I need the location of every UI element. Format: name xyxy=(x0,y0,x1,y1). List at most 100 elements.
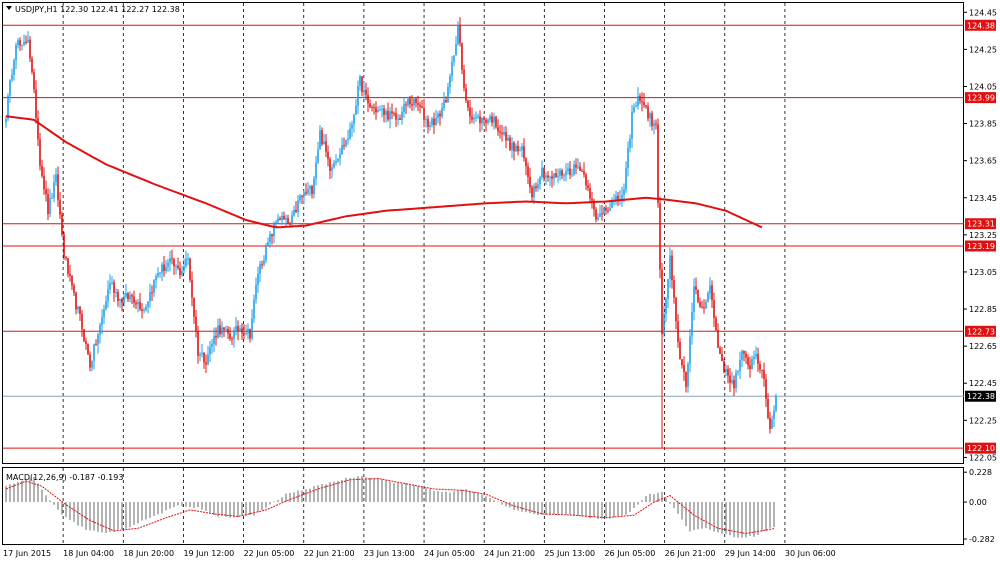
macd-bar xyxy=(133,502,135,526)
candle-body xyxy=(189,258,191,280)
candle-body xyxy=(141,309,143,311)
macd-bar xyxy=(705,502,707,529)
candle-body xyxy=(417,103,419,105)
macd-signal-line xyxy=(5,477,775,535)
macd-bar xyxy=(85,502,87,530)
candle-body xyxy=(339,154,341,159)
candle-body xyxy=(725,368,727,372)
candle-body xyxy=(599,213,601,217)
candle-body xyxy=(577,166,579,168)
candle-body xyxy=(715,317,717,331)
macd-bar xyxy=(329,482,331,503)
macd-bar xyxy=(317,485,319,503)
candle-body xyxy=(773,410,775,420)
candle-body xyxy=(505,131,507,141)
macd-bar xyxy=(169,502,171,509)
macd-bar xyxy=(9,484,11,503)
candle-body xyxy=(275,222,277,224)
dropdown-triangle-icon[interactable] xyxy=(6,6,12,10)
macd-bar xyxy=(293,492,295,503)
candle-body xyxy=(315,162,317,179)
macd-bar xyxy=(97,502,99,532)
candle-body xyxy=(215,336,217,338)
macd-bar xyxy=(365,477,367,503)
candle-body xyxy=(741,350,743,360)
chart-header: USDJPY,H1 122.30 122.41 122.27 122.38 xyxy=(15,5,180,14)
macd-bar xyxy=(153,502,155,516)
macd-bar xyxy=(149,502,151,518)
candle-body xyxy=(587,185,589,189)
candle-body xyxy=(397,118,399,120)
candle-body xyxy=(313,178,315,195)
macd-bar xyxy=(33,476,35,503)
candle-body xyxy=(9,79,11,96)
candle-body xyxy=(565,171,567,176)
candle-body xyxy=(701,306,703,308)
candle-body xyxy=(731,380,733,383)
candle-body xyxy=(449,76,451,87)
candle-body xyxy=(43,175,45,190)
candle-body xyxy=(447,86,449,103)
candle-body xyxy=(445,100,447,103)
candle-body xyxy=(391,111,393,114)
candle-body xyxy=(535,186,537,189)
macd-bar xyxy=(325,484,327,503)
candle-body xyxy=(557,175,559,177)
candle-body xyxy=(539,177,541,185)
candle-body xyxy=(643,102,645,106)
candle-body xyxy=(355,106,357,115)
candle-body xyxy=(507,137,509,141)
candle-body xyxy=(291,215,293,225)
candle-body xyxy=(481,117,483,124)
candle-body xyxy=(209,347,211,355)
candle-body xyxy=(569,168,571,175)
y-tick-label: 122.65 xyxy=(969,342,997,351)
candle-body xyxy=(29,39,31,59)
candle-body xyxy=(351,124,353,129)
macd-bar xyxy=(105,502,107,533)
candle-body xyxy=(207,354,209,365)
level-tag xyxy=(965,218,996,230)
candle-body xyxy=(205,362,207,365)
candle-body xyxy=(379,109,381,111)
candle-body xyxy=(567,168,569,172)
candle-body xyxy=(19,40,21,46)
level-tag-label: 122.73 xyxy=(967,327,995,336)
candle-body xyxy=(395,113,397,120)
macd-bar xyxy=(717,502,719,533)
candle-body xyxy=(91,360,93,368)
macd-bar xyxy=(357,476,359,503)
macd-bar xyxy=(113,502,115,532)
candle-body xyxy=(627,147,629,168)
candle-body xyxy=(199,354,201,356)
candle-body xyxy=(139,301,141,310)
candle-body xyxy=(559,170,561,176)
candle-body xyxy=(289,223,291,225)
candle-body xyxy=(697,289,699,302)
candle-body xyxy=(359,76,361,86)
candle-body xyxy=(363,89,365,93)
candle-body xyxy=(193,297,195,317)
macd-bar xyxy=(609,502,611,519)
candle-body xyxy=(753,356,755,359)
candle-body xyxy=(573,164,575,175)
candle-body xyxy=(483,117,485,120)
candle-body xyxy=(89,354,91,368)
macd-bar xyxy=(573,502,575,516)
candle-body xyxy=(513,142,515,152)
macd-bar xyxy=(273,501,275,503)
candle-body xyxy=(527,166,529,177)
macd-bar xyxy=(541,502,543,515)
candle-body xyxy=(55,174,57,183)
candle-body xyxy=(225,329,227,331)
macd-bar xyxy=(629,502,631,513)
candle-body xyxy=(603,207,605,214)
macd-bar xyxy=(341,479,343,503)
candle-body xyxy=(723,361,725,372)
price-axis: 124.45 124.25 124.05 123.85 123.65 123.45 123.… xyxy=(964,8,997,462)
candle-body xyxy=(401,112,403,120)
macd-bar xyxy=(69,502,71,521)
candle-body xyxy=(411,104,413,106)
y-tick-label: 123.05 xyxy=(969,268,997,277)
